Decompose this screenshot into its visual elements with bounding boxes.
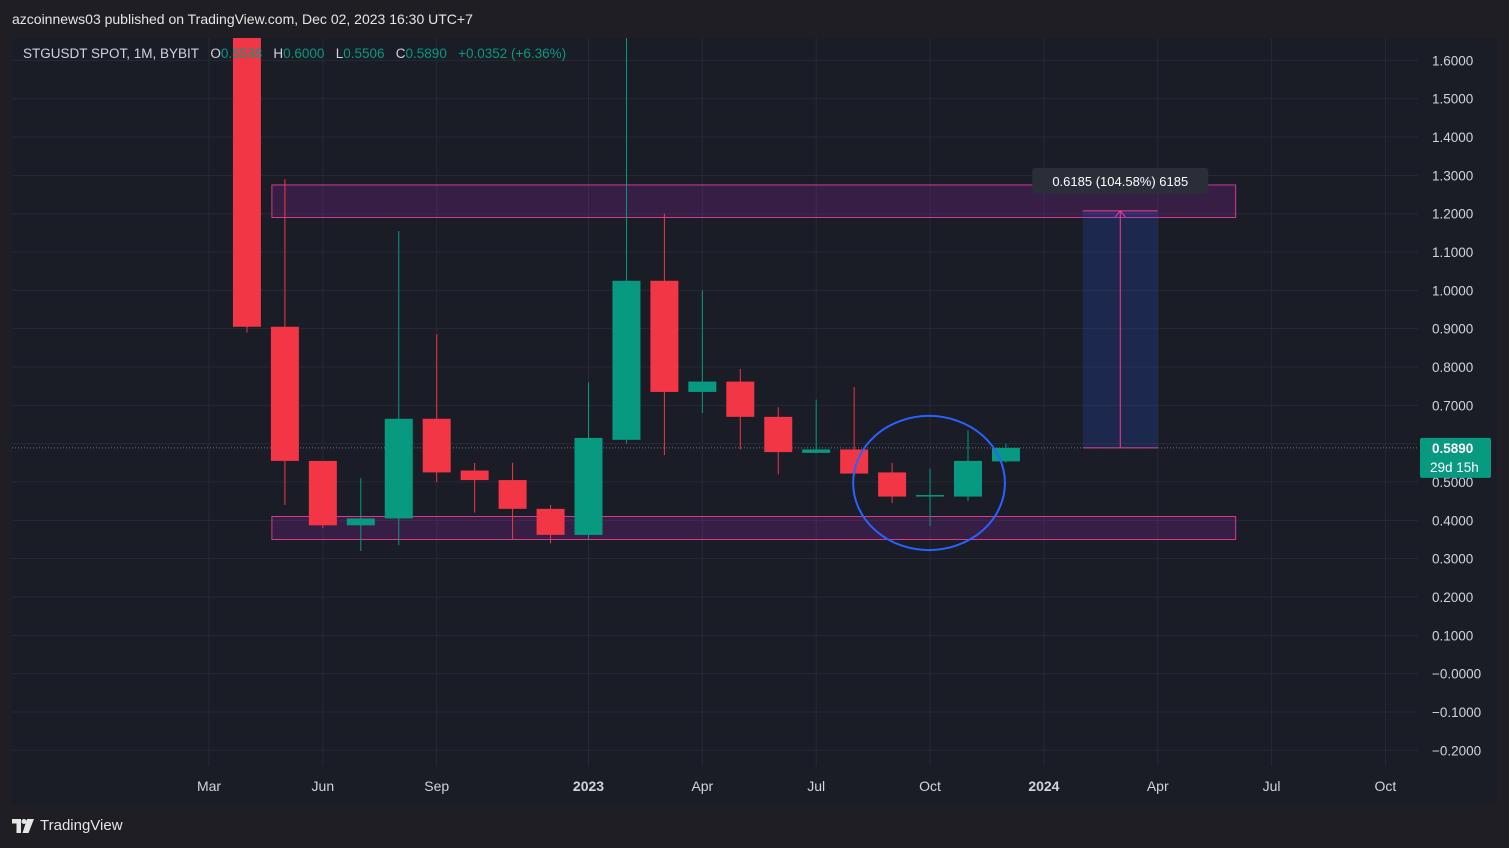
candle-body <box>232 38 261 327</box>
candle-body <box>536 508 565 535</box>
price-tick-label: 0.5000 <box>1432 475 1473 490</box>
price-tick-label: −0.2000 <box>1432 743 1481 758</box>
price-tick-label: 1.4000 <box>1432 130 1473 145</box>
candle-body <box>308 460 337 526</box>
time-tick-label: Oct <box>1375 778 1397 794</box>
publish-header: azcoinnews03 published on TradingView.co… <box>0 0 1509 38</box>
price-tick-label: 1.3000 <box>1432 168 1473 183</box>
candle[interactable] <box>878 462 907 504</box>
candle-body <box>498 480 527 509</box>
time-tick-label: Jul <box>1263 778 1281 794</box>
publisher-line: azcoinnews03 published on TradingView.co… <box>12 11 473 27</box>
last-price-label: 0.5890 <box>1432 441 1473 456</box>
candle-body <box>878 472 907 497</box>
candle[interactable] <box>650 213 679 456</box>
time-tick-label: Oct <box>919 778 941 794</box>
open-value: 0.5538 <box>220 46 263 61</box>
footer-bar <box>0 804 1509 848</box>
measure-label: 0.6185 (104.58%) 6185 <box>1052 174 1188 189</box>
candle-body <box>270 326 299 461</box>
time-axis[interactable]: Mar Jun Sep 2023 Apr Jul Oct 2024 Apr Jul Oct <box>197 778 1397 794</box>
candle-body <box>574 437 603 535</box>
bar-countdown-label: 29d 15h <box>1430 460 1479 475</box>
price-axis[interactable]: 1.6000 1.5000 1.4000 1.3000 1.2000 1.1000 1.00… <box>1432 53 1481 758</box>
candle-body <box>460 470 489 481</box>
low-value: 0.5506 <box>343 46 385 61</box>
price-tick-label: −0.1000 <box>1432 705 1481 720</box>
candle[interactable] <box>536 504 565 544</box>
price-tick-label: 1.0000 <box>1432 283 1473 298</box>
candle-body <box>802 449 831 453</box>
time-tick-label: Apr <box>1147 778 1169 794</box>
high-value: 0.6000 <box>283 46 325 61</box>
candle-body <box>384 418 413 519</box>
price-tick-label: 0.7000 <box>1432 398 1473 413</box>
symbol-name[interactable]: STGUSDT SPOT, 1M, BYBIT <box>23 46 200 61</box>
price-tick-label: 0.3000 <box>1432 552 1473 567</box>
candle[interactable] <box>916 468 945 527</box>
candle[interactable] <box>840 386 869 476</box>
candle-body <box>650 280 679 392</box>
tradingview-logo-icon <box>12 818 34 833</box>
close-label: C <box>395 46 406 61</box>
candle[interactable] <box>688 290 717 414</box>
candle-body <box>764 416 793 453</box>
time-tick-label: 2023 <box>573 778 604 794</box>
high-label: H <box>273 46 284 61</box>
change-value: +0.0352 (+6.36%) <box>458 46 567 61</box>
candle[interactable] <box>422 334 451 482</box>
candle[interactable] <box>954 430 982 502</box>
time-tick-label: Apr <box>691 778 713 794</box>
last-price-tag <box>1420 437 1491 478</box>
price-tick-label: 0.1000 <box>1432 628 1473 643</box>
time-tick-label: Jun <box>312 778 335 794</box>
candle[interactable] <box>574 382 603 540</box>
plot-area <box>12 0 1418 552</box>
candle-body <box>954 460 982 497</box>
candle[interactable] <box>498 462 527 540</box>
candle-body <box>422 418 451 473</box>
candle-body <box>916 495 945 497</box>
candle-body <box>688 381 717 392</box>
price-tick-label: 1.2000 <box>1432 207 1473 222</box>
price-tick-label: 1.1000 <box>1432 245 1473 260</box>
candle-body <box>346 518 375 526</box>
candle[interactable] <box>232 0 261 333</box>
open-label: O <box>210 46 221 61</box>
tradingview-brand: TradingView <box>40 817 123 834</box>
candle[interactable] <box>346 478 375 551</box>
low-label: L <box>335 46 344 61</box>
time-tick-label: Sep <box>424 778 449 794</box>
candle-body <box>726 381 755 417</box>
time-tick-label: Jul <box>807 778 825 794</box>
highlight-ellipse[interactable] <box>852 414 1006 552</box>
candle-body <box>612 280 641 440</box>
price-tick-label: 0.9000 <box>1432 322 1473 337</box>
candle[interactable] <box>802 399 831 454</box>
candle[interactable] <box>764 407 793 475</box>
close-value: 0.5890 <box>405 46 447 61</box>
price-tick-label: 0.8000 <box>1432 360 1473 375</box>
candle[interactable] <box>726 368 755 450</box>
price-tick-label: 1.6000 <box>1432 53 1473 68</box>
candle[interactable] <box>384 230 413 546</box>
time-tick-label: 2024 <box>1028 778 1059 794</box>
measure-label-box <box>1032 167 1209 194</box>
price-tick-label: 0.4000 <box>1432 513 1473 528</box>
price-tick-label: 1.5000 <box>1432 92 1473 107</box>
time-tick-label: Mar <box>197 778 221 794</box>
grid-lines <box>12 38 1418 766</box>
support-zone[interactable] <box>271 515 1237 540</box>
candle[interactable] <box>612 34 641 444</box>
candle[interactable] <box>270 179 299 505</box>
price-tick-label: 0.2000 <box>1432 590 1473 605</box>
candle[interactable] <box>308 460 337 528</box>
price-tick-label: −0.0000 <box>1432 667 1481 682</box>
candle[interactable] <box>460 462 489 513</box>
symbol-legend[interactable]: STGUSDT SPOT, 1M, BYBIT O0.5538 H0.6000 … <box>23 46 566 61</box>
tradingview-logo[interactable]: TradingView <box>12 817 123 834</box>
